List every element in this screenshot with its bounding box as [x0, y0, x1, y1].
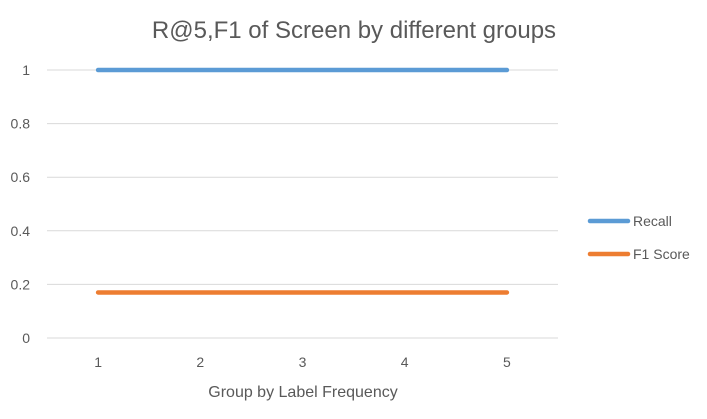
y-tick-label: 0 [22, 330, 30, 346]
x-tick-label: 2 [196, 354, 204, 370]
legend-label: Recall [633, 213, 672, 229]
x-axis-ticks: 1 2 3 4 5 [94, 354, 511, 370]
y-tick-label: 0.6 [11, 169, 31, 185]
gridlines [47, 69, 558, 339]
y-tick-label: 1 [22, 62, 30, 78]
chart-title: R@5,F1 of Screen by different groups [152, 17, 556, 44]
legend: Recall F1 Score [587, 213, 690, 262]
series-lines [95, 67, 510, 295]
x-tick-label: 3 [299, 354, 307, 370]
legend-label: F1 Score [633, 246, 690, 262]
y-tick-label: 0.2 [11, 276, 31, 292]
y-axis-ticks: 0 0.2 0.4 0.6 0.8 1 [11, 62, 31, 346]
y-tick-label: 0.8 [11, 116, 31, 132]
x-tick-label: 5 [503, 354, 511, 370]
x-axis-label: Group by Label Frequency [208, 384, 397, 401]
x-tick-label: 1 [94, 354, 102, 370]
y-tick-label: 0.4 [11, 223, 31, 239]
x-tick-label: 4 [401, 354, 409, 370]
